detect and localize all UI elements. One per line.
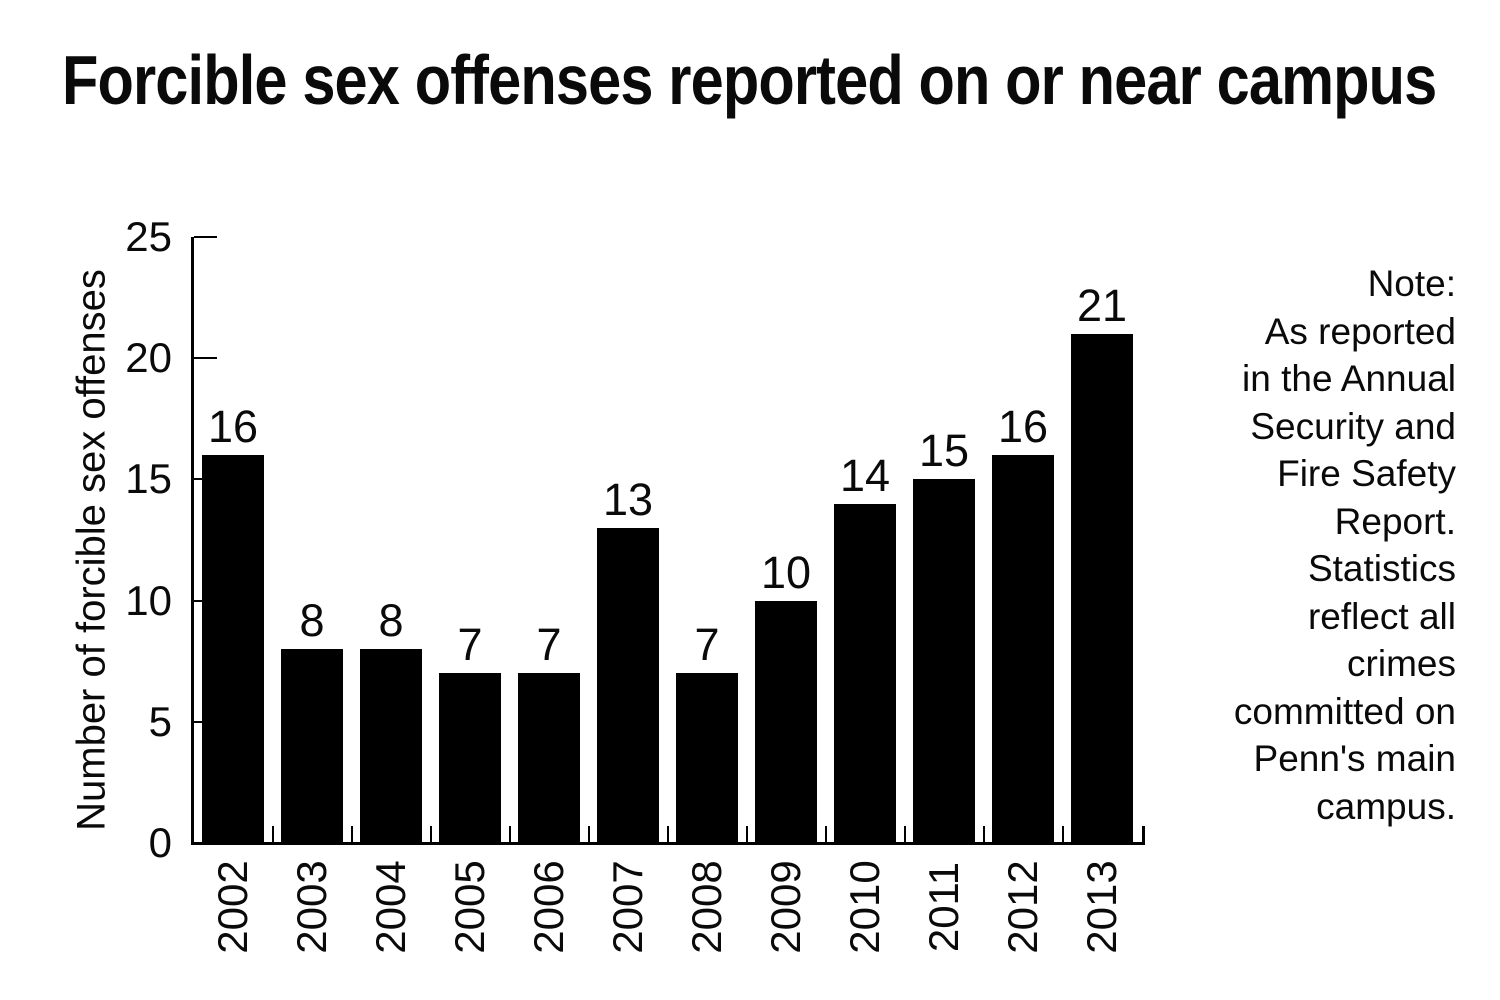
x-tick-label-2010: 2010 [841,860,888,954]
bar-2004 [360,649,422,843]
bar-2010 [834,503,896,843]
bar-value-label: 7 [536,619,562,671]
y-tick [194,357,217,360]
bar-value-label: 7 [457,619,483,671]
y-tick-label: 15 [125,455,172,503]
x-tick [824,826,827,843]
x-tick-label-2007: 2007 [604,860,651,954]
x-tick-label-2006: 2006 [525,860,572,954]
x-tick [587,826,590,843]
x-tick-label-2004: 2004 [367,860,414,954]
bar-2008 [676,673,738,843]
bar-value-label: 13 [602,473,654,525]
bar-value-label: 8 [378,595,404,647]
x-axis-end-tick [1142,826,1145,843]
bar-2013 [1071,333,1133,843]
x-tick [271,826,274,843]
bar-2003 [281,649,343,843]
bar-value-label: 21 [1076,279,1128,331]
x-tick-label-2008: 2008 [683,860,730,954]
x-tick [1061,826,1064,843]
chart-title: Forcible sex offenses reported on or nea… [62,41,1437,119]
x-tick [903,826,906,843]
y-tick-label: 0 [148,819,172,866]
y-tick-label: 20 [125,334,172,382]
bar-2002 [202,455,264,843]
x-tick-label-2009: 2009 [762,860,809,954]
bar-value-label: 8 [299,595,325,647]
bar-2005 [439,673,501,843]
bar-2012 [992,455,1054,843]
x-axis-line [191,842,1145,845]
y-tick [194,236,217,238]
bar-2009 [755,600,817,843]
x-tick-label-2011: 2011 [920,861,967,953]
x-tick-label-2013: 2013 [1078,860,1125,954]
x-tick [745,826,748,843]
x-tick-label-2003: 2003 [288,860,335,954]
y-tick-label: 5 [148,697,172,745]
y-axis-line [191,237,194,845]
y-tick-label: 25 [125,213,172,260]
x-tick-label-2012: 2012 [999,860,1046,954]
y-tick-label: 10 [125,576,172,624]
bar-2007 [597,527,659,843]
x-tick [982,826,985,843]
bar-value-label: 7 [694,619,720,671]
x-tick [666,826,669,843]
bar-value-label: 16 [997,401,1049,453]
note-text: Note: As reported in the Annual Security… [1233,263,1456,827]
bar-value-label: 16 [207,401,259,453]
bar-2011 [913,479,975,843]
bar-value-label: 14 [839,449,891,501]
x-tick [350,826,353,843]
x-tick [508,826,511,843]
bar-2006 [518,673,580,843]
bar-value-label: 10 [760,546,812,598]
x-tick [429,826,432,843]
x-tick-label-2005: 2005 [446,860,493,954]
bar-value-label: 15 [918,425,970,477]
x-tick-label-2002: 2002 [209,860,256,954]
